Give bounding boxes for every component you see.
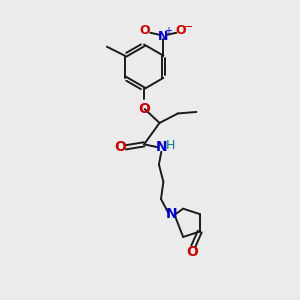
Text: N: N [155, 140, 167, 154]
Text: +: + [164, 26, 172, 36]
Text: O: O [139, 24, 150, 37]
Text: N: N [158, 30, 169, 43]
Text: O: O [186, 245, 198, 259]
Text: H: H [166, 139, 176, 152]
Text: N: N [166, 208, 177, 221]
Text: O: O [139, 102, 151, 116]
Text: O: O [114, 140, 126, 154]
Text: O: O [175, 24, 186, 37]
Text: −: − [184, 22, 193, 32]
